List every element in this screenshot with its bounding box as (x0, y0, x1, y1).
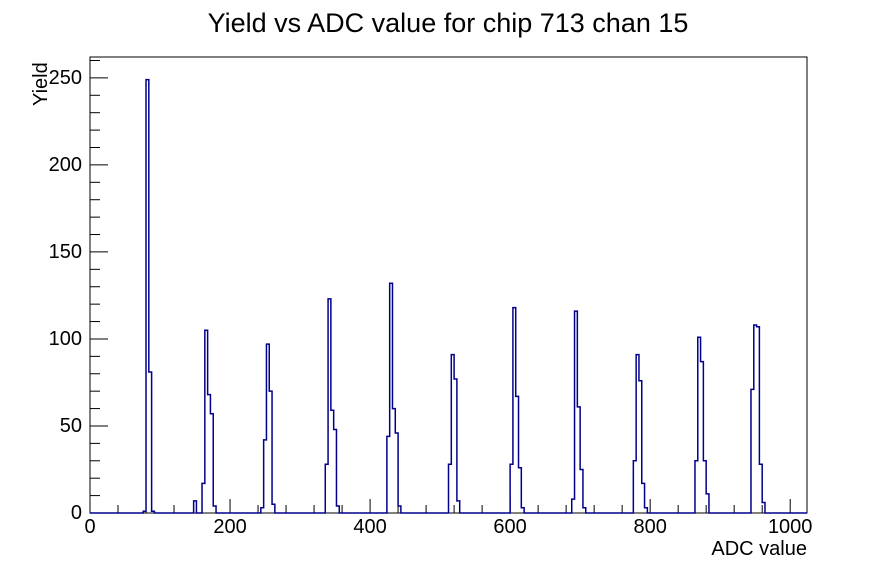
x-tick-label-1000: 1000 (767, 516, 813, 538)
y-tick-label-250: 250 (48, 66, 82, 89)
x-tick-label-600: 600 (493, 516, 527, 538)
plot-frame (89, 56, 808, 514)
y-tick-label-50: 50 (59, 414, 82, 437)
x-tick-label-200: 200 (213, 516, 247, 538)
x-axis-title: ADC value (711, 538, 807, 560)
y-tick-label-150: 150 (48, 240, 82, 263)
x-tick-label-400: 400 (353, 516, 387, 538)
x-tick-label-800: 800 (633, 516, 667, 538)
y-tick-label-0: 0 (70, 502, 82, 524)
x-tick-label-0: 0 (84, 516, 96, 538)
histogram-line (90, 78, 807, 514)
y-tick-label-200: 200 (48, 153, 82, 176)
y-tick-label-100: 100 (48, 327, 82, 350)
chart-title: Yield vs ADC value for chip 713 chan 15 (207, 8, 689, 38)
